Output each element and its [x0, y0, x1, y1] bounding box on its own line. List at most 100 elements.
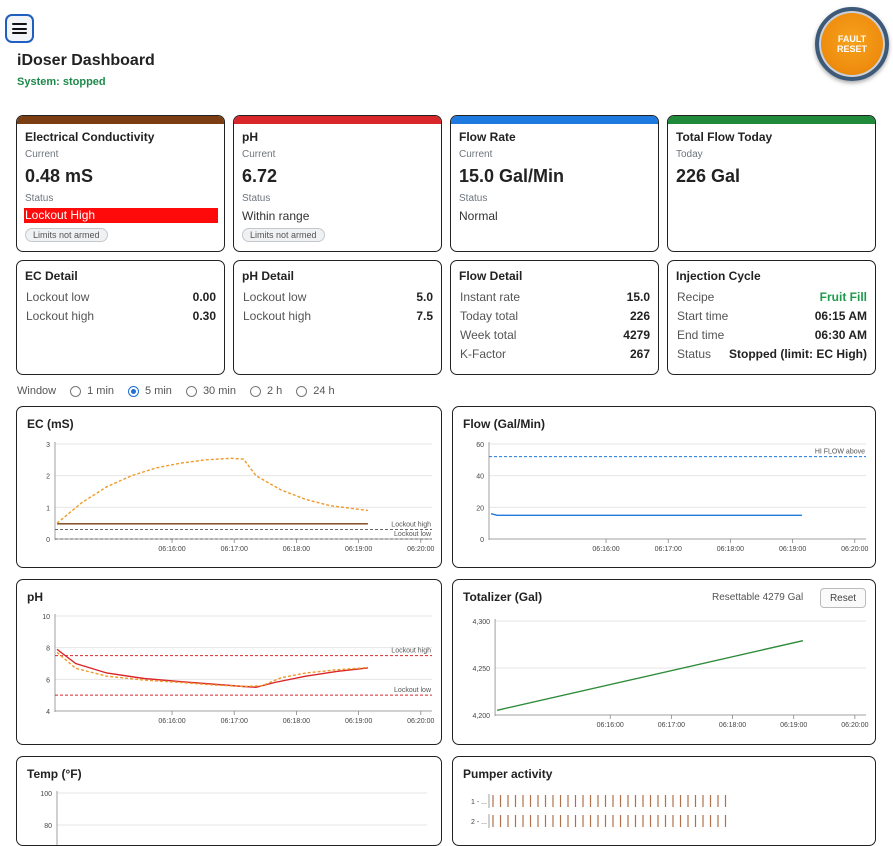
x-tick-label: 06:17:00	[658, 722, 685, 729]
detail-value: 267	[629, 347, 650, 361]
injection-detail-row: Recipe Fruit Fill	[677, 290, 867, 304]
totalizer-chart: 4,200 4,250 4,300 06:16:00 06:17:00 06:18:00 0…	[473, 619, 869, 729]
flow-detail-row: K-Factor 267	[460, 347, 650, 361]
window-option-1min[interactable]: 1 min	[70, 385, 114, 397]
ph-detail-title: pH Detail	[242, 269, 295, 283]
detail-value: Stopped (limit: EC High)	[729, 347, 867, 361]
ec-chart-panel: 0 1 2 3 06:16:00 06:17:00 06:18:00 06:19:00 06:2…	[16, 406, 442, 568]
ph-current-value: 6.72	[242, 166, 278, 186]
hamburger-icon	[12, 23, 27, 34]
flow-current-label: Current	[459, 149, 493, 160]
x-tick-label: 06:18:00	[283, 546, 310, 553]
threshold-label: Lockout high	[391, 648, 431, 655]
x-tick-label: 06:16:00	[158, 718, 185, 725]
window-option-label: 30 min	[202, 385, 236, 397]
totalizer-reset-button[interactable]: Reset	[820, 588, 866, 608]
ph-current-label: Current	[242, 149, 276, 160]
y-tick-label: 4,300	[473, 619, 491, 626]
window-option-2h[interactable]: 2 h	[249, 385, 282, 397]
total-card-title: Total Flow Today	[676, 130, 773, 144]
ph-detail-row: Lockout high 7.5	[243, 309, 433, 323]
threshold-label: Lockout high	[391, 522, 431, 529]
detail-key: Week total	[460, 328, 517, 342]
flow-summary-card: Flow Rate Current 15.0 Gal/Min Status No…	[450, 115, 659, 252]
x-tick-label: 06:17:00	[221, 718, 248, 725]
fault-reset-button[interactable]: FAULT RESET	[815, 7, 889, 81]
measured-series-line	[490, 513, 802, 517]
pumper-chart-title: Pumper activity	[463, 767, 553, 781]
window-option-24h[interactable]: 24 h	[296, 385, 335, 397]
detail-value: 0.30	[192, 309, 216, 323]
flow-status-value: Normal	[459, 209, 498, 223]
ph-chart-title: pH	[27, 590, 43, 604]
ph-accent-bar	[234, 116, 441, 124]
y-tick-label: 3	[46, 442, 50, 449]
x-tick-label: 06:18:00	[283, 718, 310, 725]
flow-detail-row: Week total 4279	[460, 328, 650, 342]
x-tick-label: 06:16:00	[592, 546, 619, 553]
ec-summary-card: Electrical Conductivity Current 0.48 mS …	[16, 115, 225, 252]
radio-icon[interactable]	[185, 385, 197, 397]
x-tick-label: 06:20:00	[841, 546, 868, 553]
window-label: Window	[17, 385, 57, 397]
flow-chart-panel: 0 20 40 60 06:16:00 06:17:00 06:18:00 06:19:00 0…	[452, 406, 876, 568]
detail-value: 5.0	[416, 290, 433, 304]
flow-accent-bar	[451, 116, 658, 124]
x-tick-label: 06:19:00	[345, 546, 372, 553]
radio-icon[interactable]	[70, 385, 82, 397]
ph-detail-row: Lockout low 5.0	[243, 290, 433, 304]
detail-value: 7.5	[416, 309, 433, 323]
ph-status-label: Status	[242, 193, 271, 204]
totalizer-chart-panel: 4,200 4,250 4,300 06:16:00 06:17:00 06:18:00 0…	[452, 579, 876, 745]
ec-status-label: Status	[25, 193, 54, 204]
injection-detail-row: Start time 06:15 AM	[677, 309, 867, 323]
ph-limits-badge: Limits not armed	[242, 228, 325, 242]
pumper-chart-panel: 1 - ... 2 - ... Pumper activity	[452, 756, 876, 846]
temp-chart-title: Temp (°F)	[27, 767, 82, 781]
window-option-30min[interactable]: 30 min	[185, 385, 236, 397]
y-tick-label: 0	[46, 537, 50, 544]
radio-icon[interactable]	[296, 385, 308, 397]
x-tick-label: 06:20:00	[841, 722, 868, 729]
detail-key: Lockout high	[243, 309, 312, 323]
y-tick-label: 4,250	[473, 666, 491, 673]
ec-detail-row: Lockout high 0.30	[26, 309, 216, 323]
threshold-label: Lockout low	[394, 687, 432, 694]
measured-series-line	[56, 648, 368, 689]
ec-limits-badge: Limits not armed	[25, 228, 108, 242]
measured-series-line	[496, 640, 804, 711]
detail-value: 0.00	[192, 290, 216, 304]
detail-value: 226	[629, 309, 650, 323]
window-option-label: 1 min	[87, 385, 115, 397]
ec-chart: 0 1 2 3 06:16:00 06:17:00 06:18:00 06:19:00 06:2…	[46, 442, 435, 553]
ec-status-value: Lockout High	[24, 208, 218, 223]
y-tick-label: 80	[44, 823, 52, 830]
threshold-label: HI FLOW above	[815, 449, 865, 456]
setpoint-series-line	[56, 651, 368, 688]
totalizer-chart-title: Totalizer (Gal)	[463, 590, 543, 604]
y-tick-label: 6	[46, 677, 50, 684]
total-flow-card: Total Flow Today Today 226 Gal	[667, 115, 876, 252]
detail-key: Today total	[460, 309, 519, 323]
y-tick-label: 4	[46, 709, 50, 716]
flow-card-title: Flow Rate	[459, 130, 516, 144]
injection-detail-title: Injection Cycle	[676, 269, 761, 283]
x-tick-label: 06:17:00	[221, 546, 248, 553]
radio-selected-icon[interactable]	[128, 385, 140, 397]
flow-current-value: 15.0 Gal/Min	[459, 166, 565, 186]
menu-button[interactable]	[5, 14, 34, 43]
ph-detail-card: pH Detail Lockout low 5.0 Lockout high 7.5	[233, 260, 442, 375]
total-today-value: 226 Gal	[676, 166, 741, 186]
detail-value: 06:30 AM	[814, 328, 867, 342]
detail-value: 4279	[623, 328, 650, 342]
flow-status-label: Status	[459, 193, 488, 204]
setpoint-series-line	[56, 457, 368, 524]
window-option-5min[interactable]: 5 min	[128, 385, 172, 397]
x-tick-label: 06:18:00	[719, 722, 746, 729]
flow-chart-title: Flow (Gal/Min)	[463, 417, 545, 431]
y-tick-label: 4,200	[473, 713, 491, 720]
radio-icon[interactable]	[249, 385, 261, 397]
window-option-label: 24 h	[313, 385, 335, 397]
detail-value: 15.0	[626, 290, 650, 304]
ec-accent-bar	[17, 116, 224, 124]
